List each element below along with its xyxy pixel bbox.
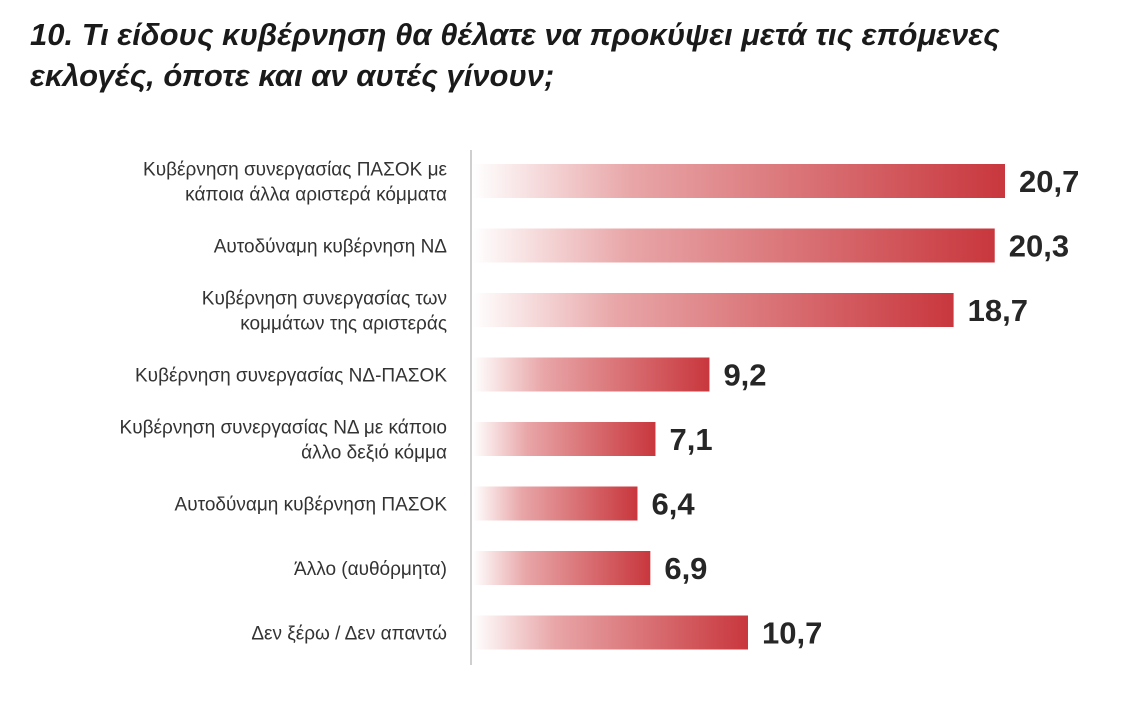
bar bbox=[473, 551, 651, 585]
category-label-line: Κυβέρνηση συνεργασίας ΠΑΣΟΚ με bbox=[143, 160, 447, 181]
category-label-line: Αυτοδύναμη κυβέρνηση ΠΑΣΟΚ bbox=[175, 495, 448, 516]
bar bbox=[473, 293, 954, 327]
category-label: Κυβέρνηση συνεργασίας των κομμάτων της αρ… bbox=[202, 289, 447, 335]
category-label: Δεν ξέρω / Δεν απαντώ bbox=[251, 624, 447, 645]
category-label-line: Κυβέρνηση συνεργασίας ΝΔ-ΠΑΣΟΚ bbox=[135, 366, 447, 387]
value-label: 6,4 bbox=[651, 487, 695, 522]
value-label: 18,7 bbox=[968, 293, 1028, 328]
value-label: 20,3 bbox=[1009, 229, 1069, 264]
category-label-line: Κυβέρνηση συνεργασίας ΝΔ με κάποιο bbox=[120, 418, 447, 439]
category-label: Άλλο (αυθόρμητα) bbox=[294, 559, 447, 580]
bar bbox=[473, 486, 638, 521]
category-label: Κυβέρνηση συνεργασίας ΠΑΣΟΚ με κάποια άλλ… bbox=[143, 160, 447, 206]
category-label-line: άλλο δεξιό κόμμα bbox=[301, 443, 447, 464]
bar bbox=[473, 164, 1005, 198]
category-label-line: κομμάτων της αριστεράς bbox=[240, 314, 447, 335]
bar bbox=[473, 357, 710, 392]
category-label-line: Δεν ξέρω / Δεν απαντώ bbox=[251, 624, 447, 645]
bar bbox=[473, 615, 748, 650]
bar bbox=[473, 422, 656, 456]
category-label: Αυτοδύναμη κυβέρνηση ΠΑΣΟΚ bbox=[175, 495, 448, 516]
value-label: 9,2 bbox=[723, 358, 766, 393]
value-label: 20,7 bbox=[1019, 164, 1079, 199]
category-label: Αυτοδύναμη κυβέρνηση ΝΔ bbox=[214, 237, 448, 258]
value-label: 7,1 bbox=[669, 422, 712, 457]
value-label: 6,9 bbox=[664, 551, 707, 586]
category-label: Κυβέρνηση συνεργασίας ΝΔ-ΠΑΣΟΚ bbox=[135, 366, 447, 387]
bar bbox=[473, 228, 995, 263]
category-label-line: Άλλο (αυθόρμητα) bbox=[294, 559, 447, 580]
value-label: 10,7 bbox=[762, 616, 822, 651]
category-label-line: Αυτοδύναμη κυβέρνηση ΝΔ bbox=[214, 237, 448, 258]
category-label-line: Κυβέρνηση συνεργασίας των bbox=[202, 289, 447, 310]
category-label-line: κάποια άλλα αριστερά κόμματα bbox=[185, 185, 447, 206]
chart-title: 10. Τι είδους κυβέρνηση θα θέλατε να προ… bbox=[30, 17, 1000, 93]
category-label: Κυβέρνηση συνεργασίας ΝΔ με κάποιο άλλο δ… bbox=[120, 418, 447, 464]
